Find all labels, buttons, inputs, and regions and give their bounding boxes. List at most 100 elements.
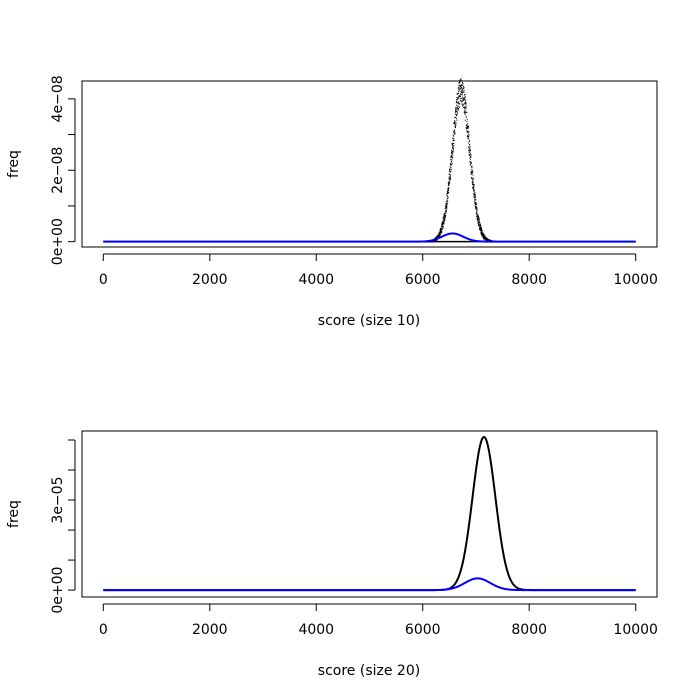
series-1-point	[456, 113, 458, 115]
series-1-point	[441, 229, 443, 231]
series-1-point	[472, 171, 474, 173]
series-1-point	[453, 147, 455, 149]
series-1-point	[463, 91, 465, 93]
series-1-point	[473, 189, 475, 191]
series-1-point	[483, 235, 485, 237]
series-1-point	[451, 149, 453, 151]
series-1-point	[438, 235, 440, 237]
series-1-point	[457, 98, 459, 100]
series-1-point	[469, 149, 471, 151]
series-1-point	[480, 229, 482, 231]
series-1-point	[453, 133, 455, 135]
series-1-point	[475, 199, 477, 201]
series-1-point	[463, 104, 465, 106]
series-1-point	[481, 230, 483, 232]
series-1-point	[469, 143, 471, 145]
series-1-point	[463, 89, 465, 91]
series-1-point	[469, 164, 471, 166]
series-1-point	[477, 219, 479, 221]
series-1-point	[439, 232, 441, 234]
series-1-point	[467, 125, 469, 127]
series-1-points	[103, 78, 636, 243]
series-1-point	[471, 179, 473, 181]
series-1-point	[461, 94, 463, 96]
series-1-point	[456, 101, 458, 103]
series-1-point	[462, 84, 464, 86]
series-1-point	[442, 222, 444, 224]
series-1-point	[480, 232, 482, 234]
series-1-point	[455, 124, 457, 126]
y-tick-label: 0e+00	[50, 218, 66, 265]
series-1-point	[471, 170, 473, 172]
x-tick-label: 2000	[192, 272, 228, 288]
series-1-point	[458, 95, 460, 97]
series-1-point	[455, 122, 457, 124]
series-1-point	[471, 167, 473, 169]
series-1-point	[477, 220, 479, 222]
series-1-point	[457, 106, 459, 108]
series-1-point	[470, 172, 472, 174]
series-1-point	[442, 223, 444, 225]
series-1-point	[437, 234, 439, 236]
series-1-point	[479, 223, 481, 225]
series-1-point	[454, 120, 456, 122]
series-1-point	[471, 181, 473, 183]
series-1-point	[453, 140, 455, 142]
series-1-point	[468, 138, 470, 140]
series-1-point	[458, 109, 460, 111]
series-1-point	[487, 238, 489, 240]
series-1-point	[449, 179, 451, 181]
series-1-point	[439, 231, 441, 233]
series-1-point	[447, 188, 449, 190]
series-1-point	[442, 226, 444, 228]
series-1-point	[457, 92, 459, 94]
series-1-point	[459, 99, 461, 101]
series-1-point	[454, 123, 456, 125]
series-1-point	[461, 98, 463, 100]
series-1-point	[445, 208, 447, 210]
series-1-point	[458, 94, 460, 96]
series-1-point	[443, 216, 445, 218]
series-1-point	[467, 127, 469, 129]
series-1-point	[445, 207, 447, 209]
series-1-point	[471, 168, 473, 170]
series-1-point	[444, 214, 446, 216]
x-tick-label: 6000	[405, 622, 441, 638]
series-1-point	[477, 217, 479, 219]
series-1-point	[453, 130, 455, 132]
series-1-point	[448, 184, 450, 186]
series-1-point	[480, 227, 482, 229]
series-1-point	[452, 134, 454, 136]
series-1-point	[448, 176, 450, 178]
series-1-point	[455, 113, 457, 115]
series-1-point	[464, 114, 466, 116]
series-1-point	[461, 96, 463, 98]
series-1-point	[472, 188, 474, 190]
series-1-point	[471, 165, 473, 167]
series-1-point	[460, 78, 462, 80]
series-1-point	[462, 90, 464, 92]
series-1-point	[454, 130, 456, 132]
series-1-point	[460, 94, 462, 96]
series-1-point	[446, 203, 448, 205]
series-1-point	[439, 234, 441, 236]
series-1-point	[459, 97, 461, 99]
series-1-point	[451, 159, 453, 161]
series-1-point	[474, 193, 476, 195]
series-1-point	[465, 111, 467, 113]
series-1-point	[478, 222, 480, 224]
series-1-point	[473, 198, 475, 200]
series-1-point	[453, 139, 455, 141]
series-1-point	[462, 105, 464, 107]
series-1-point	[444, 216, 446, 218]
series-1-point	[447, 200, 449, 202]
series-1-point	[454, 121, 456, 123]
y-tick-label: 0e+00	[50, 567, 66, 614]
series-1-point	[459, 103, 461, 105]
series-1-point	[443, 219, 445, 221]
series-1-point	[472, 181, 474, 183]
series-1-point	[470, 166, 472, 168]
series-1-point	[477, 216, 479, 218]
series-1-point	[450, 157, 452, 159]
series-1-point	[449, 171, 451, 173]
